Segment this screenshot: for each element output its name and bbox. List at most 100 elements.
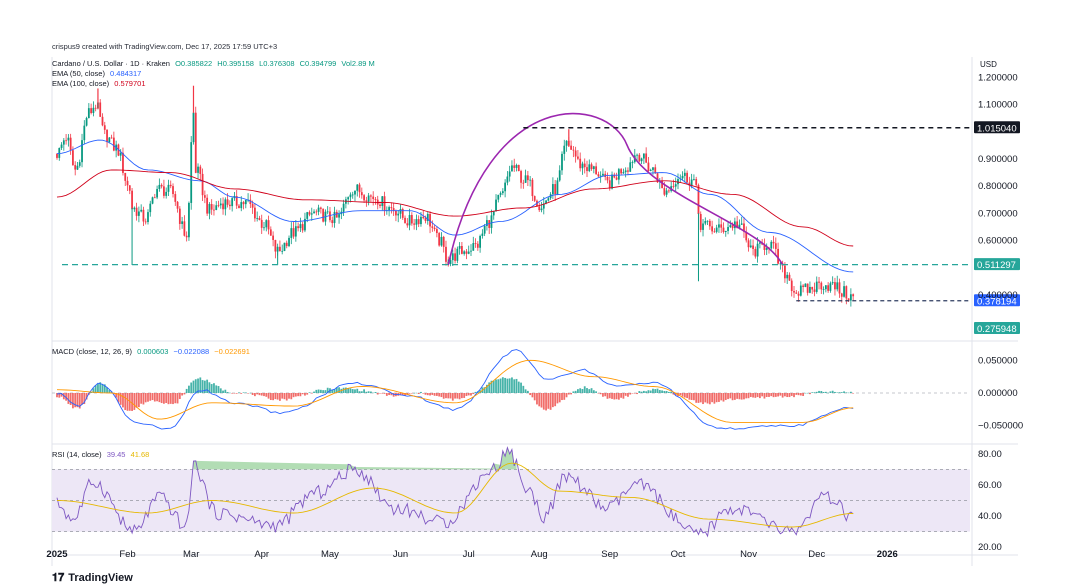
rsi-legend[interactable]: RSI (14, close) 39.45 41.68 (52, 450, 152, 459)
candle-body (529, 179, 532, 181)
macd-hist-bar (76, 393, 79, 408)
macd-hist-bar (849, 391, 852, 393)
ema50-legend[interactable]: EMA (50, close) 0.484317 (52, 69, 144, 78)
candle-body (592, 166, 595, 170)
macd-hist-bar (108, 390, 111, 393)
macd-hist-bar (693, 393, 695, 401)
symbol-legend[interactable]: Cardano / U.S. Dollar · 1D · Kraken O0.3… (52, 59, 378, 68)
macd-line-value: −0.022088 (173, 347, 210, 356)
candle-body (570, 145, 572, 150)
candle-body (802, 285, 805, 287)
macd-hist-bar (142, 393, 145, 405)
macd-hist-bar (399, 393, 402, 396)
macd-hist-bar (156, 393, 158, 402)
macd-hist-bar (106, 387, 108, 393)
macd-hist-bar (128, 393, 131, 411)
candle-body (538, 206, 541, 211)
price-tick-0.800000: 0.800000 (978, 181, 1018, 192)
macd-hist-bar (724, 393, 727, 401)
macd-hist-bar (836, 392, 839, 393)
candle-body (711, 226, 714, 232)
candle-body (649, 169, 652, 171)
candle-body (531, 179, 534, 197)
candle-body (743, 223, 745, 232)
macd-hist-bar (622, 393, 625, 399)
candle-body (727, 227, 729, 231)
candle-body (784, 265, 786, 279)
candle-body (704, 220, 707, 224)
candle-body (720, 224, 723, 228)
tradingview-logo-icon: 𝟏𝟕 (52, 572, 65, 584)
macd-hist-bar (299, 393, 302, 397)
candle-body (299, 224, 302, 229)
candle-body (281, 250, 284, 252)
candle-body (417, 219, 420, 225)
macd-hist-bar (581, 389, 584, 393)
macd-hist-bar (181, 393, 184, 396)
candle-body (834, 282, 836, 290)
candle-body (758, 242, 761, 244)
macd-hist-bar (777, 393, 779, 397)
candle-body (656, 173, 659, 183)
macd-hist-bar (281, 393, 284, 399)
candle-body (488, 220, 491, 228)
candle-body (474, 243, 477, 244)
candle-body (244, 200, 247, 205)
macd-hist-bar (124, 393, 127, 411)
candle-body (422, 216, 425, 219)
candle-body (56, 153, 58, 158)
ema50-label: EMA (50, close) (52, 69, 105, 78)
candle-body (249, 199, 252, 205)
candle-body (699, 214, 702, 230)
macd-hist-bar (317, 389, 320, 393)
macd-hist-bar (827, 392, 830, 394)
macd-hist-bar (588, 389, 591, 393)
candle-body (322, 208, 325, 222)
candle-body (78, 162, 81, 166)
rsi-label: RSI (14, close) (52, 450, 102, 459)
candle-body (715, 227, 718, 232)
candle-body (203, 195, 206, 198)
macd-tick-−0.050000: −0.050000 (978, 421, 1023, 432)
candle-body (103, 125, 106, 130)
macd-hist-bar (802, 393, 805, 396)
macd-hist-bar (90, 391, 93, 393)
candle-body (738, 224, 741, 229)
macd-hist-bar (490, 380, 493, 393)
candle-body (188, 202, 190, 238)
macd-hist-bar (809, 393, 811, 395)
macd-hist-bar (242, 392, 245, 393)
macd-signal-value: −0.022691 (214, 347, 250, 356)
macd-legend[interactable]: MACD (close, 12, 26, 9) 0.000603 −0.0220… (52, 347, 253, 356)
candle-body (599, 175, 602, 177)
macd-hist-bar (344, 387, 347, 393)
ema100-legend[interactable]: EMA (100, close) 0.579701 (52, 79, 149, 88)
candle-body (463, 251, 466, 254)
volume-value: Vol2.89 M (341, 59, 375, 68)
candle-body (822, 289, 825, 290)
candle-body (554, 184, 557, 195)
level-label-bg-0.511297 (974, 258, 1020, 271)
macd-hist-bar (197, 378, 199, 393)
macd-hist-bar (649, 390, 652, 393)
candle-body (85, 118, 88, 126)
macd-hist-bar (565, 393, 568, 398)
macd-hist-bar (178, 393, 181, 399)
candle-body (511, 165, 513, 172)
candle-body (645, 153, 648, 163)
candle-body (597, 174, 600, 177)
macd-hist-bar (351, 389, 354, 393)
macd-hist-bar (799, 393, 802, 396)
macd-hist-bar (279, 393, 281, 401)
macd-hist-bar (479, 390, 481, 393)
macd-hist-bar (697, 393, 700, 403)
macd-hist-bar (94, 385, 97, 393)
macd-hist-bar (354, 389, 356, 393)
macd-hist-bar (372, 392, 375, 394)
candle-body (690, 179, 693, 186)
rsi-value: 39.45 (106, 450, 126, 459)
tradingview-logo[interactable]: 𝟏𝟕 TradingView (52, 572, 133, 585)
macd-hist-bar (235, 393, 238, 394)
candle-body (440, 236, 443, 246)
